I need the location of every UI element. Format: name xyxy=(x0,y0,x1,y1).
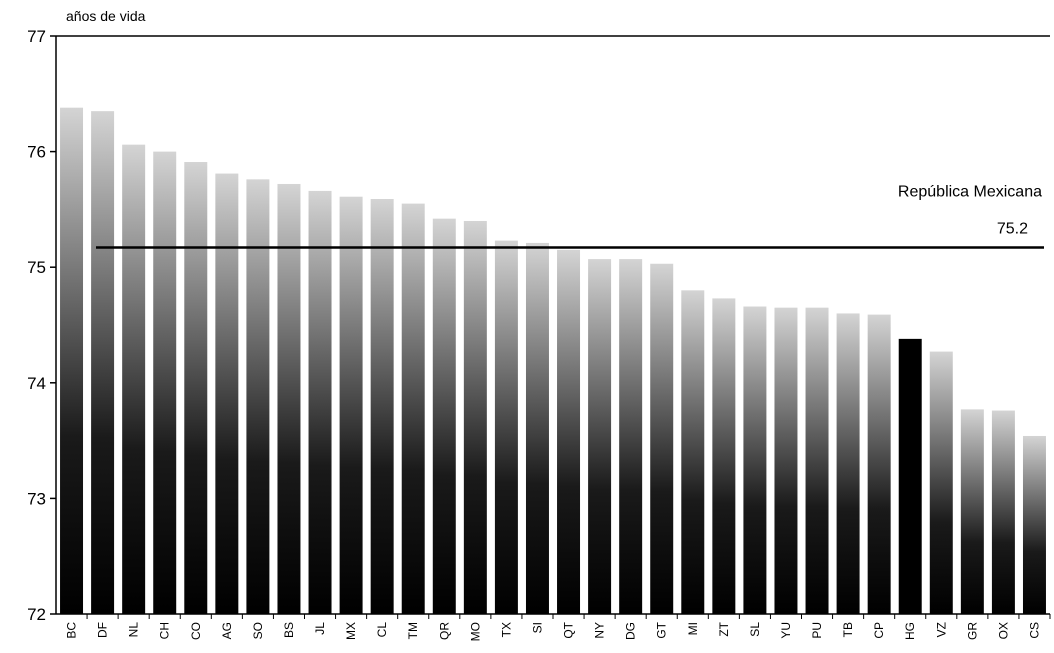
bar-mx xyxy=(339,196,363,614)
y-tick-label: 77 xyxy=(27,27,46,46)
x-category-label: QR xyxy=(437,622,451,640)
x-category-label: BS xyxy=(282,622,296,638)
bar-si xyxy=(525,242,549,614)
bar-cl xyxy=(370,198,394,614)
bar-hg xyxy=(898,338,922,614)
y-tick-label: 74 xyxy=(27,374,46,393)
y-tick-label: 75 xyxy=(27,258,46,277)
x-category-label: CS xyxy=(1027,622,1041,639)
x-category-label: TX xyxy=(499,622,513,637)
x-category-label: NL xyxy=(127,622,141,638)
x-category-label: NY xyxy=(593,622,607,639)
bar-gt xyxy=(650,263,674,614)
x-category-label: DG xyxy=(624,622,638,640)
bar-qr xyxy=(432,218,456,614)
x-category-label: TB xyxy=(841,622,855,637)
x-labels-group: BC DF NL CH CO AG SO BS JL MX CL TM QR MO TX SI QT NY DG GT… xyxy=(65,614,1051,641)
bar-ox xyxy=(991,410,1015,614)
x-category-label: GR xyxy=(965,622,979,640)
y-ticks-group: 72 73 74 75 76 77 xyxy=(27,27,56,624)
x-category-label: SI xyxy=(530,622,544,633)
x-category-label: VZ xyxy=(934,622,948,637)
bar-sl xyxy=(743,306,767,614)
y-tick-label: 73 xyxy=(27,489,46,508)
x-category-label: MI xyxy=(686,622,700,635)
bar-ny xyxy=(588,259,612,614)
bar-bc xyxy=(60,107,84,614)
x-category-label: JL xyxy=(313,622,327,635)
bar-bs xyxy=(277,183,301,614)
bar-tm xyxy=(401,203,425,614)
x-category-label: YU xyxy=(779,622,793,639)
x-category-label: HG xyxy=(903,622,917,640)
y-tick-label: 76 xyxy=(27,143,46,162)
bar-zt xyxy=(712,298,736,614)
bar-tb xyxy=(836,313,860,614)
x-category-label: MO xyxy=(468,622,482,641)
x-category-label: PU xyxy=(810,622,824,639)
bar-df xyxy=(91,111,115,614)
x-category-label: DF xyxy=(96,622,110,638)
y-tick-label: 72 xyxy=(27,605,46,624)
bar-co xyxy=(184,162,208,614)
x-category-label: SO xyxy=(251,622,265,639)
bar-nl xyxy=(122,144,146,614)
national-average-label: República Mexicana xyxy=(898,184,1042,201)
x-category-label: CP xyxy=(872,622,886,639)
x-category-label: MX xyxy=(344,622,358,640)
bar-mi xyxy=(681,290,705,614)
bar-vz xyxy=(929,351,953,614)
x-category-label: CO xyxy=(189,622,203,640)
y-axis-label: años de vida xyxy=(66,8,146,24)
bar-gr xyxy=(960,409,984,614)
bar-mo xyxy=(463,220,487,614)
bar-dg xyxy=(619,259,643,614)
bar-cp xyxy=(867,314,891,614)
bars-group xyxy=(60,107,1046,615)
bar-qt xyxy=(557,249,581,615)
x-category-label: SL xyxy=(748,622,762,637)
bar-jl xyxy=(308,190,332,615)
bar-tx xyxy=(494,240,518,614)
bar-ch xyxy=(153,151,177,614)
bar-yu xyxy=(774,307,798,614)
x-category-label: GT xyxy=(655,621,669,638)
bar-cs xyxy=(1022,435,1046,614)
national-average-value: 75.2 xyxy=(997,221,1028,238)
bar-ag xyxy=(215,173,239,614)
x-category-label: CH xyxy=(158,622,172,639)
bar-pu xyxy=(805,307,829,614)
bar-so xyxy=(246,179,270,614)
x-category-label: OX xyxy=(996,622,1010,639)
x-category-label: ZT xyxy=(717,621,731,636)
x-category-label: BC xyxy=(65,622,79,639)
x-category-label: TM xyxy=(406,622,420,639)
x-category-label: CL xyxy=(375,622,389,638)
x-category-label: QT xyxy=(562,621,576,638)
x-category-label: AG xyxy=(220,622,234,639)
